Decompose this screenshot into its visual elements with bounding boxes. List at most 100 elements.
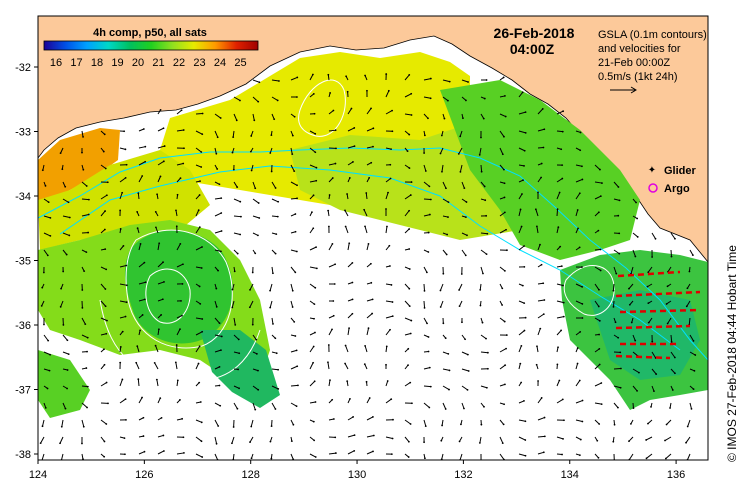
velocity-arrow-head	[105, 423, 107, 425]
velocity-arrow-head	[522, 285, 524, 287]
velocity-arrow-head	[296, 77, 298, 79]
velocity-arrow-head	[201, 421, 203, 423]
velocity-arrow-head	[252, 272, 254, 274]
velocity-arrow-head	[258, 81, 260, 83]
velocity-arrow-head	[535, 208, 537, 210]
velocity-arrow-head	[155, 345, 157, 347]
velocity-arrow-head	[347, 91, 349, 93]
velocity-arrow-head	[368, 177, 370, 179]
velocity-arrow-head	[352, 282, 354, 284]
velocity-arrow-head	[487, 368, 489, 370]
velocity-arrow-head	[313, 93, 315, 95]
velocity-arrow-head	[480, 305, 482, 307]
velocity-arrow-head	[628, 288, 630, 290]
velocity-arrow-head	[537, 192, 539, 194]
velocity-arrow-head	[314, 151, 316, 153]
velocity-arrow-head	[505, 348, 507, 350]
velocity-arrow-head	[408, 248, 410, 250]
velocity-arrow-head	[333, 315, 335, 317]
velocity-arrow	[481, 233, 487, 234]
velocity-arrow-head	[365, 192, 367, 194]
velocity-arrow-head	[345, 345, 347, 347]
velocity-arrow-head	[364, 75, 366, 77]
velocity-arrow-head	[314, 287, 316, 289]
velocity-arrow-head	[577, 363, 579, 365]
velocity-arrow-head	[390, 398, 392, 400]
velocity-arrow-head	[220, 250, 222, 252]
velocity-arrow-head	[408, 441, 410, 443]
lon-tick-label: 126	[135, 469, 153, 481]
velocity-arrow-head	[392, 438, 394, 440]
velocity-arrow-head	[598, 289, 600, 291]
velocity-arrow-head	[49, 370, 51, 372]
velocity-arrow-head	[387, 192, 389, 194]
velocity-arrow-head	[258, 202, 260, 204]
velocity-arrow-head	[619, 351, 621, 353]
velocity-arrow-head	[163, 281, 165, 283]
velocity-arrow-head	[126, 164, 128, 166]
velocity-arrow-head	[372, 416, 374, 418]
velocity-arrow-head	[296, 197, 298, 199]
velocity-arrow-head	[645, 439, 647, 441]
velocity-arrow-head	[410, 423, 412, 425]
velocity-arrow-head	[693, 340, 695, 342]
velocity-arrow-head	[253, 119, 255, 121]
velocity-arrow-head	[45, 407, 47, 409]
velocity-arrow-head	[430, 78, 432, 80]
velocity-arrow-head	[389, 265, 391, 267]
velocity-arrow-head	[539, 328, 541, 330]
velocity-arrow-head	[543, 313, 545, 315]
velocity-arrow	[424, 199, 431, 200]
velocity-arrow-head	[328, 344, 330, 346]
velocity-arrow-head	[411, 181, 413, 183]
velocity-arrow-head	[430, 386, 432, 388]
velocity-arrow-head	[408, 134, 410, 136]
velocity-arrow-head	[201, 440, 203, 442]
velocity-arrow-head	[126, 301, 128, 303]
velocity-arrow-head	[426, 271, 428, 273]
velocity-arrow-head	[465, 100, 467, 102]
velocity-arrow-head	[408, 228, 410, 230]
colorbar-label: 25	[234, 57, 246, 69]
velocity-arrow-head	[232, 152, 234, 154]
velocity-arrow-head	[562, 438, 564, 440]
velocity-arrow-head	[198, 363, 200, 365]
velocity-arrow-head	[200, 151, 202, 153]
velocity-arrow-head	[335, 452, 337, 454]
velocity-arrow-head	[524, 150, 526, 152]
velocity-arrow-head	[581, 179, 583, 181]
velocity-arrow	[671, 335, 672, 342]
velocity-arrow-head	[86, 185, 88, 187]
velocity-arrow-head	[201, 456, 203, 458]
velocity-arrow-head	[424, 290, 426, 292]
velocity-arrow-head	[237, 369, 239, 371]
velocity-arrow-head	[391, 453, 393, 455]
velocity-arrow-head	[155, 211, 157, 213]
velocity-arrow-head	[392, 315, 394, 317]
velocity-arrow-head	[391, 110, 393, 112]
velocity-arrow-head	[155, 226, 157, 228]
velocity-arrow-head	[504, 182, 506, 184]
velocity-arrow-head	[313, 318, 315, 320]
velocity-arrow-head	[463, 187, 465, 189]
velocity-arrow-head	[366, 90, 368, 92]
velocity-arrow-head	[201, 267, 203, 269]
velocity-arrow-head	[687, 426, 689, 428]
velocity-arrow-head	[468, 370, 470, 372]
velocity-arrow-head	[86, 407, 88, 409]
velocity-arrow-head	[345, 226, 347, 228]
velocity-arrow-head	[158, 242, 160, 244]
velocity-arrow-head	[83, 270, 85, 272]
velocity-arrow-head	[523, 302, 525, 304]
velocity-arrow-head	[440, 306, 442, 308]
velocity-arrow-head	[559, 192, 561, 194]
velocity-arrow-head	[409, 167, 411, 169]
velocity-arrow-head	[612, 290, 614, 292]
velocity-arrow-head	[49, 354, 51, 356]
velocity-arrow-head	[503, 169, 505, 171]
velocity-arrow-head	[105, 268, 107, 270]
velocity-arrow-head	[354, 434, 356, 436]
velocity-arrow-head	[107, 403, 109, 405]
velocity-arrow-head	[407, 364, 409, 366]
velocity-arrow-head	[460, 171, 462, 173]
